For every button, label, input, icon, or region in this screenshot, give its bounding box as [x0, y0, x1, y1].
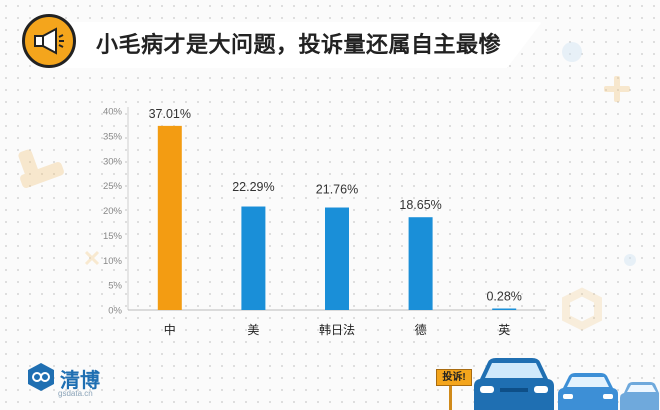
bar	[492, 308, 517, 310]
x-tick-label: 韩日法	[319, 322, 355, 337]
x-tick-label: 美	[247, 323, 259, 337]
logo-subtext: gsdata.cn	[58, 389, 93, 398]
title-banner	[42, 22, 542, 68]
x-tick-label: 德	[415, 322, 427, 337]
y-tick-label: 25%	[103, 181, 123, 192]
data-label: 37.01%	[149, 107, 191, 121]
y-tick-label: 10%	[103, 256, 123, 267]
bar	[241, 206, 266, 310]
data-label: 0.28%	[486, 290, 521, 304]
y-tick-label: 0%	[108, 306, 122, 317]
x-tick-label: 中	[164, 322, 176, 337]
y-tick-label: 15%	[103, 231, 123, 242]
complaint-sign: 投诉!	[436, 369, 472, 386]
page-title: 小毛病才是大问题，投诉量还属自主最惨	[96, 32, 502, 57]
x-tick-label: 英	[498, 323, 510, 337]
cars-illustration	[474, 358, 659, 410]
sign-post	[449, 384, 452, 410]
logo-icon	[28, 363, 54, 391]
y-tick-label: 40%	[103, 107, 123, 118]
y-tick-label: 20%	[103, 206, 123, 217]
y-tick-label: 5%	[108, 281, 122, 292]
data-label: 22.29%	[232, 180, 274, 194]
y-tick-label: 35%	[103, 131, 123, 142]
logo-text: 清博	[60, 370, 100, 392]
bar	[157, 125, 182, 311]
bar	[325, 207, 349, 310]
y-tick-label: 30%	[103, 156, 123, 167]
data-label: 18.65%	[399, 198, 441, 212]
megaphone-icon	[22, 14, 76, 68]
data-label: 21.76%	[316, 183, 358, 197]
bar	[408, 217, 433, 310]
